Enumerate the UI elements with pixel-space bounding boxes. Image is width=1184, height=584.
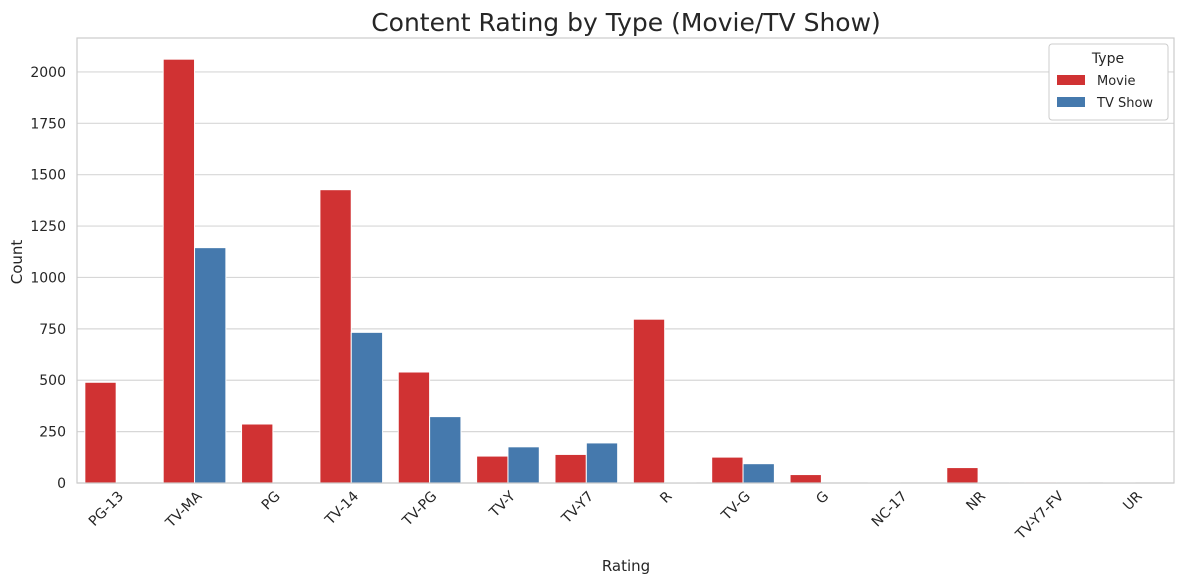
x-axis-label: Rating [602, 557, 650, 575]
bar-tv-show-tv-y7 [585, 442, 619, 484]
bar-tv-show-tv-y [507, 446, 540, 484]
bar-movie-tv-pg [397, 371, 431, 484]
bar-movie-r [632, 318, 666, 484]
bar-tv-show-tv-ma [194, 247, 227, 484]
x-tick-label: G [813, 489, 832, 508]
x-tick-label: TV-Y7-FV [1012, 488, 1067, 543]
x-tick-label: TV-G [718, 489, 754, 525]
bar-tv-show-tv-g [742, 463, 775, 484]
x-tick-label: TV-MA [162, 488, 205, 531]
y-axis-label: Count [8, 240, 26, 285]
bars [84, 58, 1136, 484]
legend-swatch-tv-show [1057, 97, 1085, 107]
bar-movie-pg [241, 423, 274, 484]
bar-movie-tv-y [476, 455, 509, 484]
bar-movie-g [789, 474, 822, 484]
bar-tv-show-tv-pg [429, 416, 462, 484]
y-tick-label: 250 [39, 425, 66, 441]
x-tick-labels: PG-13 TV-MA PG TV-14 TV-PG TV-Y TV-Y7 R TV-G G NC-… [86, 488, 1146, 543]
bar-movie-pg-13 [84, 381, 117, 484]
x-tick-label: PG-13 [86, 489, 127, 530]
y-tick-label: 750 [39, 322, 66, 338]
y-tick-label: 1250 [30, 219, 66, 235]
legend-title: Type [1091, 51, 1124, 67]
bar-movie-tv-14 [319, 189, 352, 484]
legend-label-tv-show: TV Show [1096, 96, 1153, 111]
x-tick-label: TV-PG [399, 489, 440, 530]
y-tick-labels: 0 250 500 750 1000 1250 1500 1750 2000 [30, 65, 66, 492]
x-tick-label: NR [963, 488, 989, 514]
y-tick-label: 1500 [30, 168, 66, 184]
legend: Type Movie TV Show [1048, 43, 1169, 121]
x-tick-label: NC-17 [869, 489, 911, 531]
gridlines [77, 71, 1174, 484]
legend-label-movie: Movie [1097, 74, 1135, 89]
bar-movie-nr [946, 467, 979, 484]
bar-movie-tv-g [711, 456, 744, 484]
bar-movie-tv-ma [162, 58, 196, 484]
x-tick-label: TV-Y [486, 488, 519, 521]
legend-swatch-movie [1057, 75, 1085, 85]
x-tick-label: TV-Y7 [558, 489, 597, 528]
y-tick-label: 1000 [30, 270, 66, 286]
x-tick-label: R [657, 488, 675, 506]
chart-title: Content Rating by Type (Movie/TV Show) [371, 8, 881, 37]
y-tick-label: 1750 [30, 116, 66, 132]
plot-frame [76, 37, 1175, 484]
x-tick-label: PG [259, 489, 284, 514]
y-tick-label: 2000 [30, 65, 66, 81]
x-tick-label: UR [1120, 488, 1146, 514]
y-tick-label: 0 [57, 476, 66, 492]
bar-tv-show-tv-14 [350, 331, 384, 484]
bar-movie-tv-y7 [554, 453, 587, 484]
y-tick-label: 500 [39, 373, 66, 389]
x-tick-label: TV-14 [322, 488, 362, 528]
